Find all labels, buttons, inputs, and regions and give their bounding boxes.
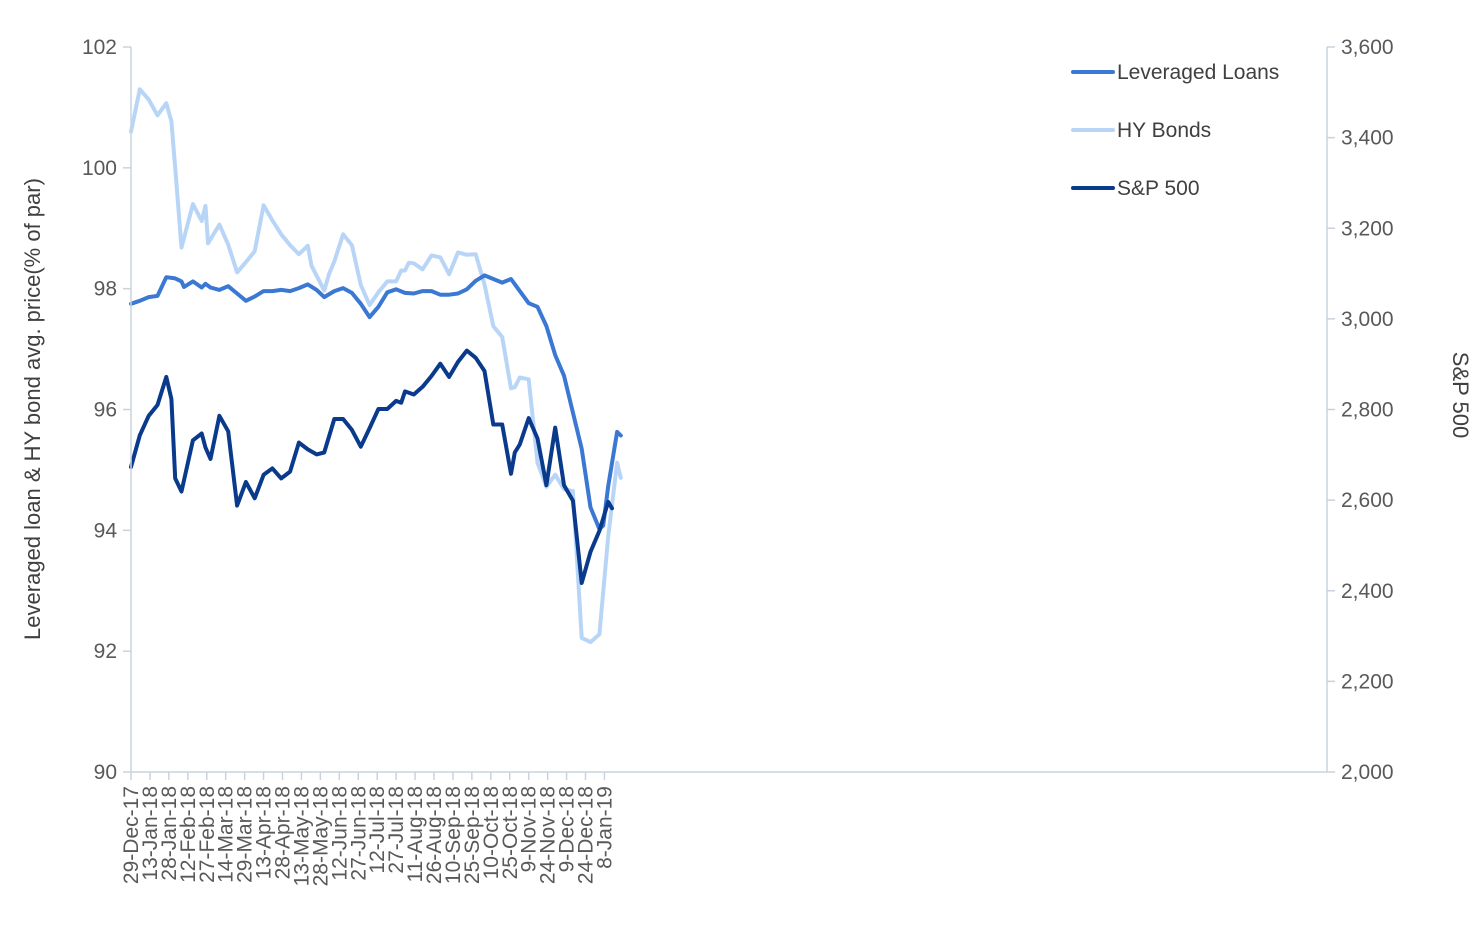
x-axis-ticks: 29-Dec-1713-Jan-1828-Jan-1812-Feb-1827-F… xyxy=(120,772,616,886)
chart-legend: Leveraged Loans HY Bonds S&P 500 xyxy=(1071,61,1279,200)
right-tick-label: 2,200 xyxy=(1341,670,1394,693)
right-tick-label: 3,400 xyxy=(1341,127,1394,150)
x-tick-label: 25-Oct-18 xyxy=(499,786,522,879)
x-tick-label: 10-Oct-18 xyxy=(480,786,503,879)
x-tick-label: 8-Jan-19 xyxy=(593,786,616,869)
series-lines xyxy=(129,87,623,645)
x-tick-label: 24-Nov-18 xyxy=(537,786,560,884)
series-line-leveraged-loans xyxy=(129,273,623,532)
x-tick-label: 12-Feb-18 xyxy=(177,786,200,883)
right-tick-label: 3,200 xyxy=(1341,217,1394,240)
right-tick-label: 2,400 xyxy=(1341,580,1394,603)
x-tick-label: 27-Jun-18 xyxy=(347,786,370,881)
right-tick-label: 3,600 xyxy=(1341,36,1394,59)
legend-label-leveraged-loans: Leveraged Loans xyxy=(1117,61,1279,84)
right-tick-label: 3,000 xyxy=(1341,308,1394,331)
x-tick-label: 11-Aug-18 xyxy=(404,786,427,883)
x-tick-label: 25-Sep-18 xyxy=(461,786,484,884)
left-tick-label: 98 xyxy=(94,278,117,301)
left-axis-ticks: 90 92 94 96 98 100 102 xyxy=(82,36,131,784)
legend-label-s-p-500: S&P 500 xyxy=(1117,177,1200,200)
x-tick-label: 27-Jul-18 xyxy=(385,786,408,874)
left-tick-label: 96 xyxy=(94,399,117,422)
left-tick-label: 102 xyxy=(82,36,117,59)
x-tick-label: 12-Jul-18 xyxy=(366,786,389,874)
chart-axes xyxy=(130,47,1328,773)
x-tick-label: 29-Dec-17 xyxy=(120,786,143,884)
left-tick-label: 100 xyxy=(82,157,117,180)
x-tick-label: 28-Apr-18 xyxy=(272,786,295,879)
series-line-s-p-500 xyxy=(129,348,614,585)
right-tick-label: 2,600 xyxy=(1341,489,1394,512)
legend-label-hy-bonds: HY Bonds xyxy=(1117,119,1211,142)
right-tick-label: 2,000 xyxy=(1341,761,1394,784)
left-tick-label: 92 xyxy=(94,640,117,663)
x-tick-label: 9-Dec-18 xyxy=(556,786,579,872)
x-tick-label: 10-Sep-18 xyxy=(442,786,465,884)
x-tick-label: 12-Jun-18 xyxy=(328,786,351,881)
x-tick-label: 13-May-18 xyxy=(290,786,313,886)
left-axis-title: Leveraged loan & HY bond avg. price(% of… xyxy=(20,178,45,640)
series-line-hy-bonds xyxy=(129,87,623,645)
x-tick-label: 28-May-18 xyxy=(309,786,332,886)
x-tick-label: 27-Feb-18 xyxy=(196,786,219,883)
right-axis-ticks: 2,000 2,200 2,400 2,600 2,800 3,000 3,200 3,400… xyxy=(1327,36,1394,784)
left-tick-label: 90 xyxy=(94,761,117,784)
x-tick-label: 26-Aug-18 xyxy=(423,786,446,884)
x-tick-label: 13-Apr-18 xyxy=(253,786,276,879)
left-tick-label: 94 xyxy=(94,519,118,542)
x-tick-label: 13-Jan-18 xyxy=(139,786,162,881)
x-tick-label: 9-Nov-18 xyxy=(518,786,541,872)
x-tick-label: 24-Dec-18 xyxy=(575,786,598,884)
right-axis-title: S&P 500 xyxy=(1448,352,1473,438)
x-tick-label: 29-Mar-18 xyxy=(234,786,257,883)
right-tick-label: 2,800 xyxy=(1341,399,1394,422)
x-tick-label: 28-Jan-18 xyxy=(158,786,181,881)
x-tick-label: 14-Mar-18 xyxy=(215,786,238,883)
